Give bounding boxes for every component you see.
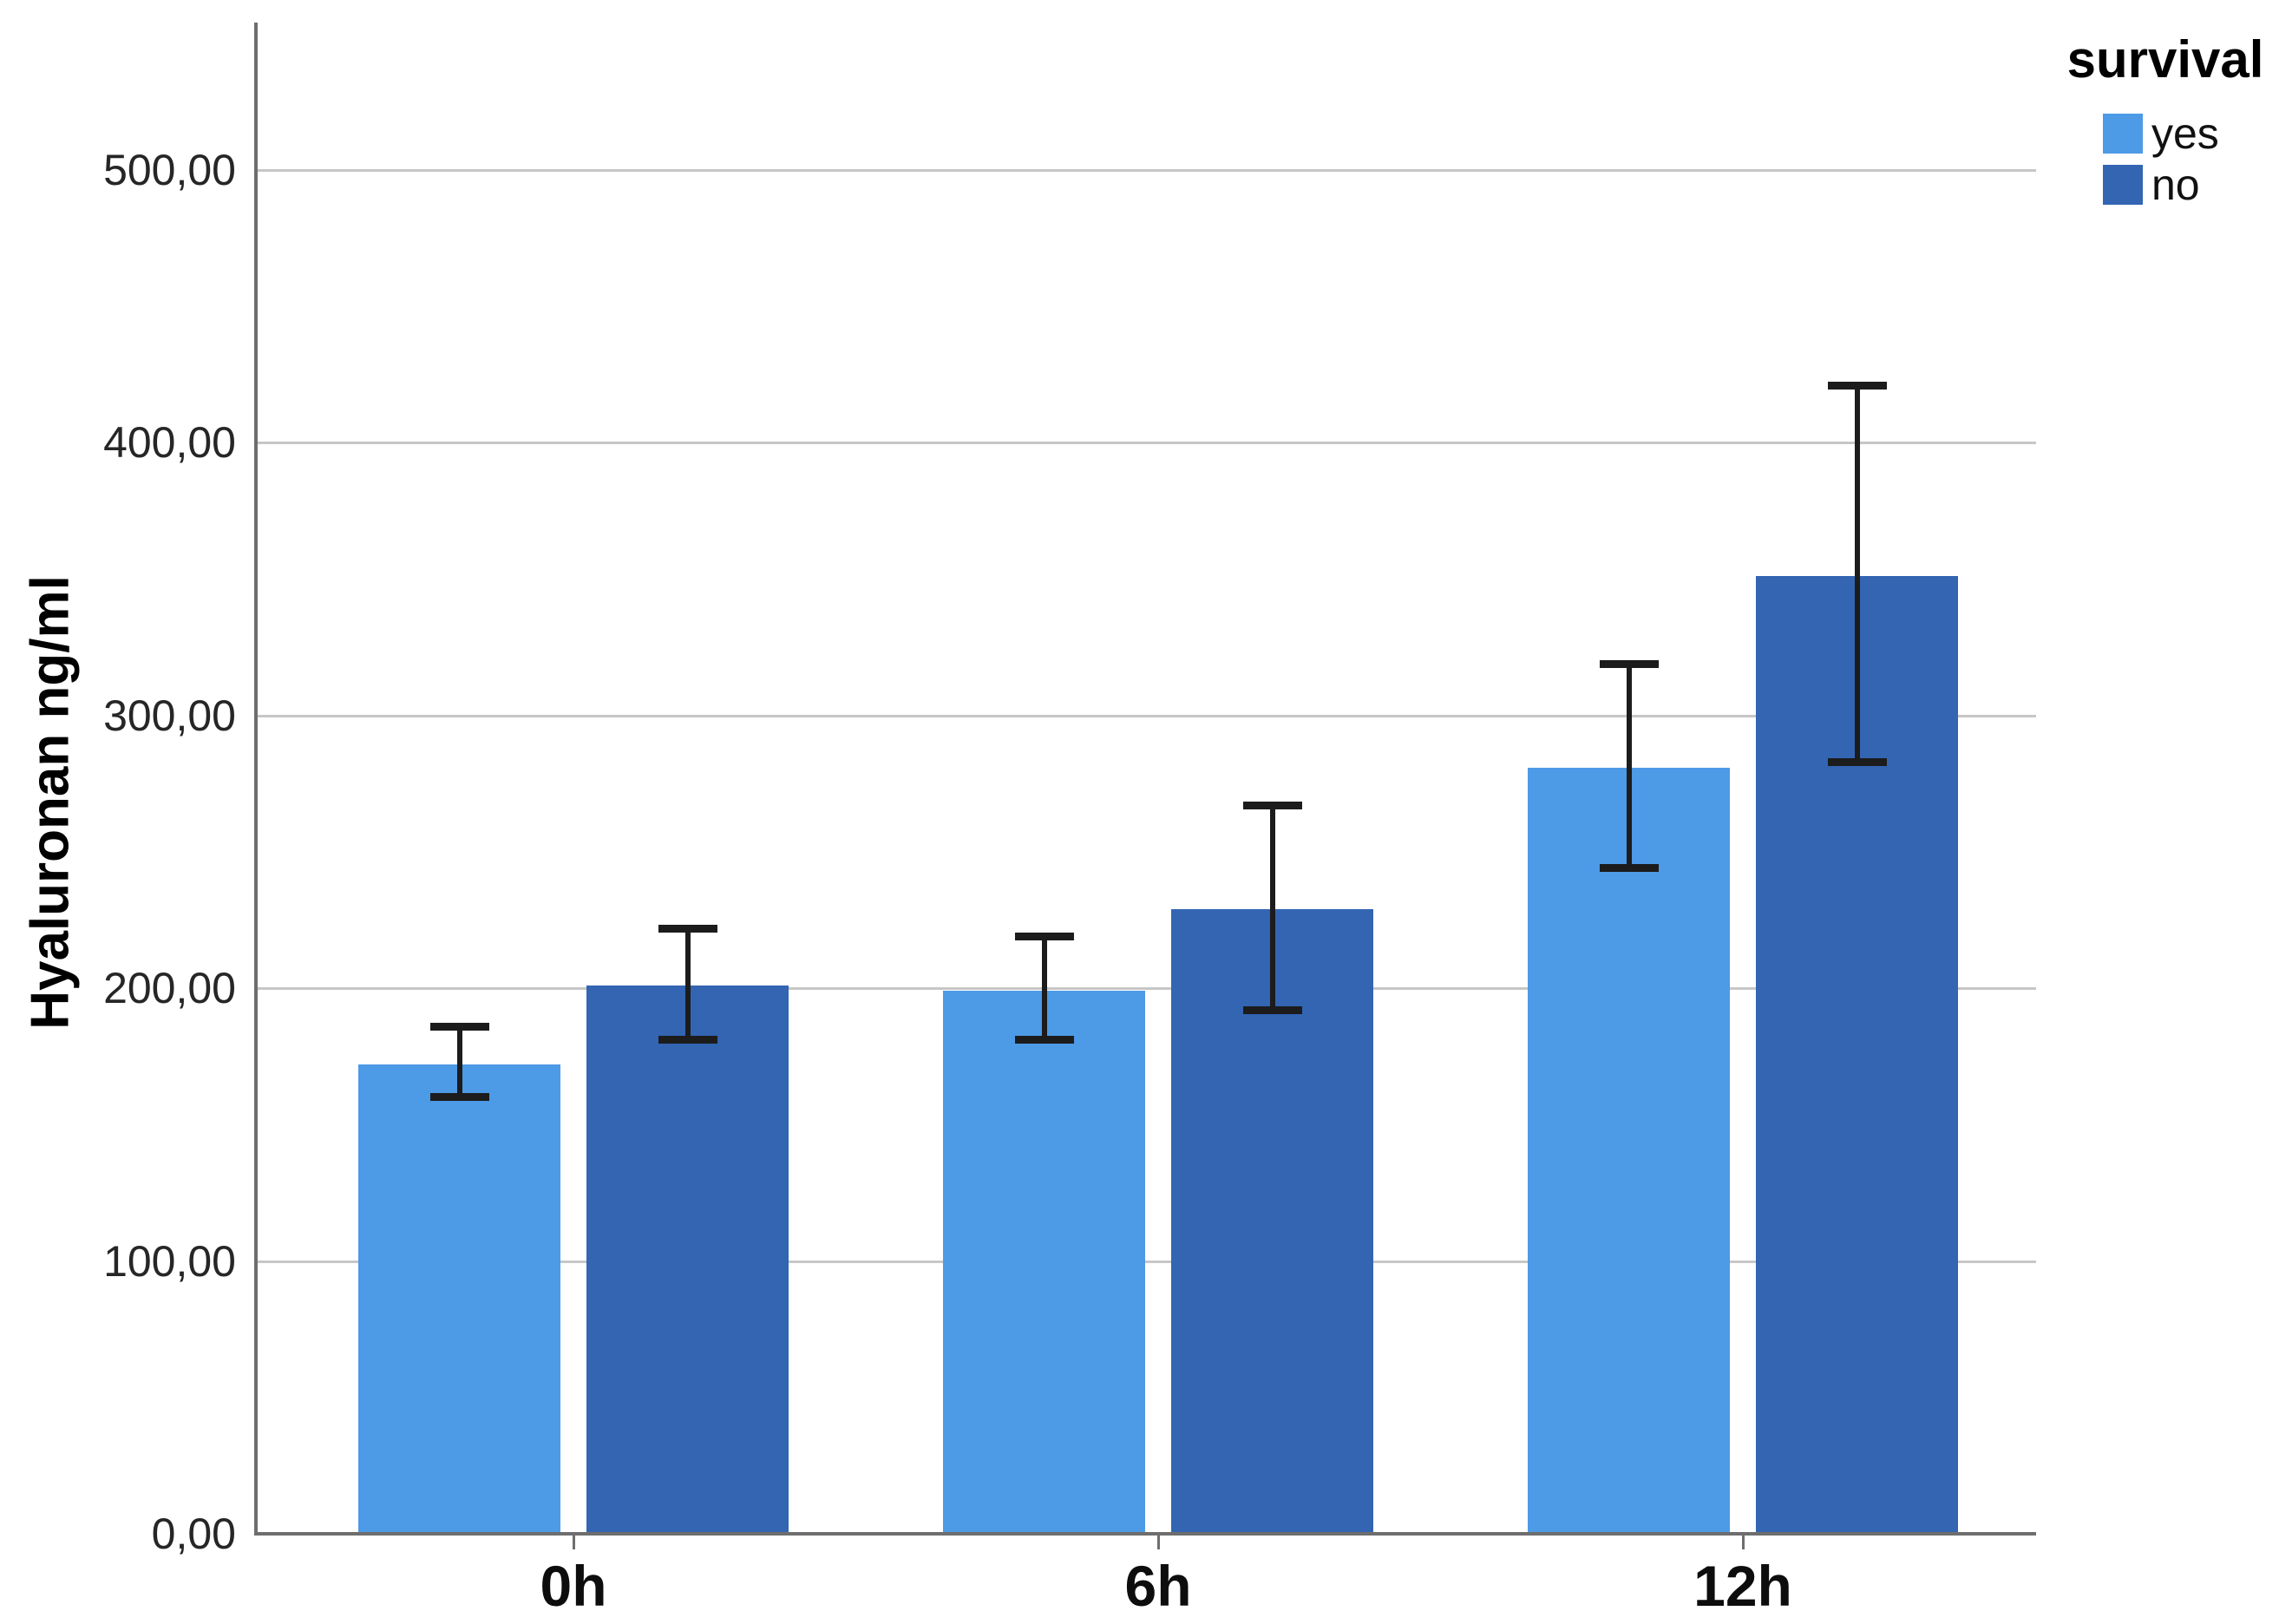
bar-yes-6h xyxy=(943,991,1145,1534)
error-cap-low-no-6h xyxy=(1242,1005,1302,1014)
error-cap-high-yes-0h xyxy=(429,1022,489,1031)
y-tick-label-0: 0,00 xyxy=(151,1509,236,1558)
gridline-300 xyxy=(254,714,2036,717)
y-axis-line xyxy=(254,23,258,1534)
gridline-100 xyxy=(254,1260,2036,1263)
x-tick-0h xyxy=(573,1536,575,1549)
x-axis-label-12h: 12h xyxy=(1693,1554,1792,1618)
plot-area xyxy=(254,23,2036,1536)
legend-swatch-yes xyxy=(2103,114,2143,154)
x-axis-line xyxy=(254,1531,2036,1536)
error-whisker-yes-12h xyxy=(1626,664,1632,868)
error-whisker-yes-0h xyxy=(456,1026,462,1097)
legend-items: yes no xyxy=(2103,109,2276,209)
error-whisker-no-6h xyxy=(1269,805,1275,1011)
y-axis-title: Hyaluronan ng/ml xyxy=(20,575,81,1030)
bar-yes-0h xyxy=(358,1064,560,1534)
y-tick-label-200: 200,00 xyxy=(103,964,236,1013)
error-cap-high-no-6h xyxy=(1242,802,1302,810)
y-tick-label-100: 100,00 xyxy=(103,1236,236,1286)
bar-yes-12h xyxy=(1528,767,1730,1534)
error-cap-low-yes-6h xyxy=(1014,1036,1074,1044)
x-tick-6h xyxy=(1157,1536,1160,1549)
legend-swatch-no xyxy=(2103,165,2143,205)
x-axis-label-6h: 6h xyxy=(1124,1554,1192,1618)
error-cap-high-yes-6h xyxy=(1014,932,1074,940)
legend-label-yes: yes xyxy=(2151,109,2219,158)
error-cap-low-yes-0h xyxy=(429,1093,489,1102)
y-tick-label-400: 400,00 xyxy=(103,418,236,468)
gridline-200 xyxy=(254,987,2036,991)
error-cap-high-no-12h xyxy=(1827,381,1887,390)
error-cap-low-yes-12h xyxy=(1599,864,1659,873)
gridline-400 xyxy=(254,442,2036,445)
x-tick-12h xyxy=(1742,1536,1745,1549)
y-tick-label-300: 300,00 xyxy=(103,691,236,740)
error-whisker-no-12h xyxy=(1854,385,1860,763)
error-cap-low-no-0h xyxy=(658,1036,717,1044)
legend-label-no: no xyxy=(2151,160,2200,209)
y-tick-label-500: 500,00 xyxy=(103,146,236,194)
legend-item-no: no xyxy=(2103,160,2276,209)
error-cap-low-no-12h xyxy=(1827,757,1887,766)
error-whisker-yes-6h xyxy=(1041,936,1047,1040)
error-cap-high-no-0h xyxy=(658,924,717,933)
error-whisker-no-0h xyxy=(684,928,691,1040)
bar-no-0h xyxy=(586,986,789,1534)
legend-item-yes: yes xyxy=(2103,109,2276,158)
error-cap-high-yes-12h xyxy=(1599,659,1659,668)
legend: survival yes no xyxy=(2054,29,2276,209)
gridline-500 xyxy=(254,168,2036,172)
legend-title: survival xyxy=(2066,30,2264,88)
x-axis-label-0h: 0h xyxy=(540,1554,607,1618)
